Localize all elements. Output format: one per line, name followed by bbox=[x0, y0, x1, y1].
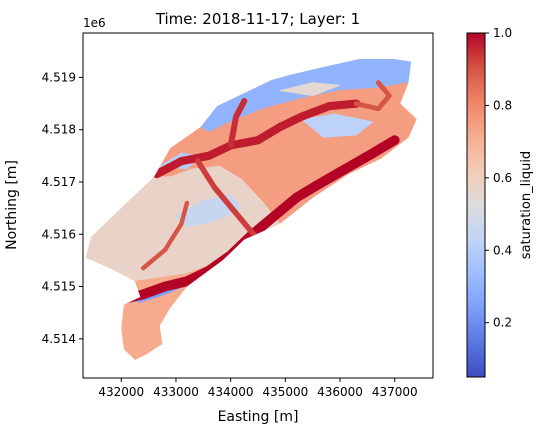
colorbar-tick-label: 0.2 bbox=[493, 316, 512, 330]
saturated-channel bbox=[353, 80, 392, 112]
saturated-channel bbox=[227, 98, 248, 149]
colorbar-tick-label: 0.4 bbox=[493, 243, 512, 257]
colorbar-tick-label: 0.8 bbox=[493, 98, 512, 112]
x-axis: 432000 433000 434000 435000 436000 437000 bbox=[98, 378, 418, 399]
x-tick-label: 436000 bbox=[317, 385, 363, 399]
saturated-channel bbox=[195, 158, 261, 243]
y-tick-label: 4.515 bbox=[42, 280, 76, 294]
colorbar-tick-label: 1.0 bbox=[493, 26, 512, 40]
x-tick-label: 437000 bbox=[372, 385, 418, 399]
x-tick-label: 432000 bbox=[98, 385, 144, 399]
y-axis: 4.514 4.515 4.516 4.517 4.518 4.519 bbox=[42, 70, 83, 346]
mesh-layer bbox=[85, 59, 417, 360]
saturation-region bbox=[279, 82, 341, 97]
saturation-region bbox=[301, 113, 374, 138]
colorbar bbox=[466, 32, 486, 378]
x-tick-label: 435000 bbox=[262, 385, 308, 399]
colorbar-label: saturation_liquid bbox=[519, 151, 534, 259]
y-offset-label: 1e6 bbox=[83, 16, 106, 30]
x-axis-label: Easting [m] bbox=[218, 409, 299, 425]
saturated-channel bbox=[141, 200, 190, 271]
plot-frame bbox=[82, 32, 434, 379]
y-axis-label: Northing [m] bbox=[4, 160, 20, 250]
y-tick-label: 4.517 bbox=[42, 175, 76, 189]
colorbar-tick-label: 0.6 bbox=[493, 171, 512, 185]
x-tick-label: 433000 bbox=[153, 385, 199, 399]
y-tick-label: 4.516 bbox=[42, 227, 76, 241]
y-tick-label: 4.518 bbox=[42, 123, 76, 137]
saturated-channel bbox=[152, 99, 361, 179]
y-tick-label: 4.519 bbox=[42, 70, 76, 84]
colorbar-axis: 0.2 0.4 0.6 0.8 1.0 bbox=[485, 26, 512, 330]
x-tick-label: 434000 bbox=[208, 385, 254, 399]
chart-title: Time: 2018-11-17; Layer: 1 bbox=[155, 10, 360, 28]
y-tick-label: 4.514 bbox=[42, 332, 76, 346]
